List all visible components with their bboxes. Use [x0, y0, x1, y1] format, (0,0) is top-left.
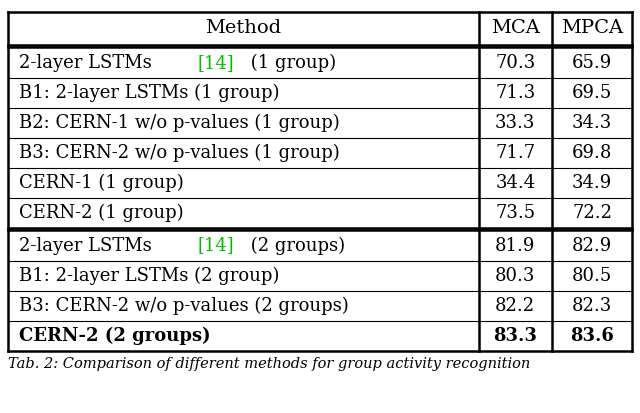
Text: 65.9: 65.9	[572, 54, 612, 71]
Text: 72.2: 72.2	[572, 204, 612, 222]
Text: MCA: MCA	[491, 19, 540, 38]
Text: 2-layer LSTMs: 2-layer LSTMs	[19, 237, 157, 254]
Text: 82.9: 82.9	[572, 237, 612, 254]
Text: 69.5: 69.5	[572, 84, 612, 102]
Text: B3: CERN-2 w/o p-values (2 groups): B3: CERN-2 w/o p-values (2 groups)	[19, 297, 349, 315]
Text: CERN-1 (1 group): CERN-1 (1 group)	[19, 174, 184, 192]
Text: B1: 2-layer LSTMs (1 group): B1: 2-layer LSTMs (1 group)	[19, 83, 280, 102]
Text: 82.3: 82.3	[572, 297, 612, 315]
Text: Method: Method	[205, 19, 281, 38]
Text: 73.5: 73.5	[495, 204, 535, 222]
Text: 34.9: 34.9	[572, 174, 612, 192]
Text: 70.3: 70.3	[495, 54, 535, 71]
Text: 2-layer LSTMs: 2-layer LSTMs	[19, 54, 157, 71]
Text: 80.5: 80.5	[572, 267, 612, 285]
Text: 71.7: 71.7	[495, 144, 535, 162]
Text: 81.9: 81.9	[495, 237, 536, 254]
Text: B1: 2-layer LSTMs (2 group): B1: 2-layer LSTMs (2 group)	[19, 266, 280, 285]
Text: CERN-2 (1 group): CERN-2 (1 group)	[19, 204, 184, 223]
Text: 33.3: 33.3	[495, 114, 536, 132]
Text: B2: CERN-1 w/o p-values (1 group): B2: CERN-1 w/o p-values (1 group)	[19, 114, 340, 132]
Text: 80.3: 80.3	[495, 267, 536, 285]
Text: [14]: [14]	[198, 54, 234, 71]
Text: (1 group): (1 group)	[245, 53, 336, 72]
Text: 69.8: 69.8	[572, 144, 612, 162]
Text: 83.3: 83.3	[493, 327, 537, 345]
Text: 34.3: 34.3	[572, 114, 612, 132]
Text: 82.2: 82.2	[495, 297, 535, 315]
Text: MPCA: MPCA	[561, 19, 623, 38]
Text: CERN-2 (2 groups): CERN-2 (2 groups)	[19, 327, 211, 345]
Text: Tab. 2: Comparison of different methods for group activity recognition: Tab. 2: Comparison of different methods …	[8, 357, 530, 371]
Text: 71.3: 71.3	[495, 84, 535, 102]
Text: (2 groups): (2 groups)	[245, 236, 346, 255]
Text: 83.6: 83.6	[570, 327, 614, 345]
Text: 34.4: 34.4	[495, 174, 535, 192]
Text: B3: CERN-2 w/o p-values (1 group): B3: CERN-2 w/o p-values (1 group)	[19, 144, 340, 162]
Text: [14]: [14]	[198, 237, 234, 254]
